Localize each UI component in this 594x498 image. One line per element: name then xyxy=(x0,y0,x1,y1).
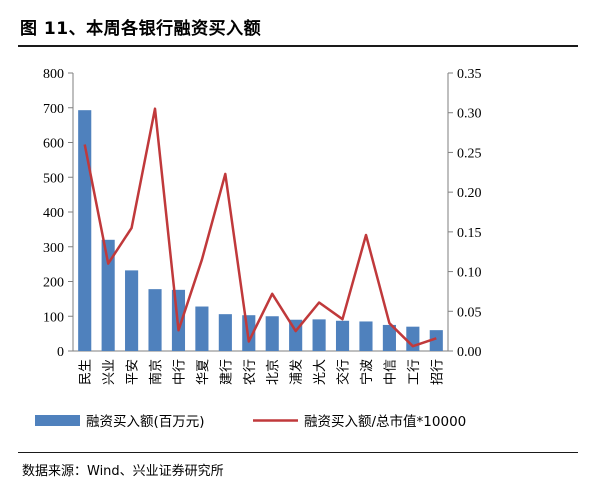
legend-bar-label: 融资买入额(百万元) xyxy=(86,414,205,430)
bar xyxy=(218,314,232,351)
left-tick-label: 700 xyxy=(43,102,64,117)
left-tick-label: 500 xyxy=(43,171,64,186)
bar xyxy=(78,110,92,352)
title-divider xyxy=(18,45,578,47)
category-label: 浦发 xyxy=(289,359,305,385)
category-label: 农行 xyxy=(243,359,258,385)
category-label: 南京 xyxy=(148,359,164,385)
category-label: 兴业 xyxy=(102,359,117,385)
left-tick-label: 600 xyxy=(43,137,64,152)
category-label: 北京 xyxy=(266,359,281,385)
category-label: 华夏 xyxy=(196,359,211,385)
category-label: 民生 xyxy=(79,359,94,385)
category-label: 交行 xyxy=(336,359,352,385)
bar xyxy=(312,319,326,351)
legend-line-label: 融资买入额/总市值*10000 xyxy=(304,413,466,430)
category-label: 平安 xyxy=(126,359,141,385)
category-label: 光大 xyxy=(313,359,328,385)
bar xyxy=(148,289,162,351)
legend: 融资买入额(百万元) 融资买入额/总市值*10000 xyxy=(35,413,466,430)
category-label: 招行 xyxy=(430,359,445,385)
left-tick-label: 800 xyxy=(43,67,64,82)
left-tick-label: 400 xyxy=(43,206,64,221)
category-label: 工行 xyxy=(407,359,422,385)
right-tick-label: 0.05 xyxy=(457,305,482,320)
right-tick-label: 0.30 xyxy=(457,107,482,122)
bar xyxy=(359,321,373,351)
right-tick-label: 0.20 xyxy=(457,186,482,201)
right-tick-label: 0.25 xyxy=(457,146,482,161)
right-tick-label: 0.15 xyxy=(457,226,482,241)
bar xyxy=(101,239,115,351)
bar xyxy=(125,270,139,351)
source-note: 数据来源：Wind、兴业证券研究所 xyxy=(22,464,224,479)
bar xyxy=(195,306,209,351)
right-tick-label: 0.00 xyxy=(457,345,482,360)
right-tick-label: 0.10 xyxy=(457,266,482,281)
legend-bar-swatch xyxy=(35,415,80,426)
category-label: 宁波 xyxy=(359,359,375,385)
left-y-axis-ticks: 0 100 200 300 400 500 600 700 800 xyxy=(43,67,73,360)
left-tick-label: 0 xyxy=(57,345,64,360)
footer-divider xyxy=(18,452,578,453)
category-label: 中行 xyxy=(172,359,187,385)
page-title: 图 11、本周各银行融资买入额 xyxy=(20,19,262,39)
left-tick-label: 300 xyxy=(43,241,64,256)
bar xyxy=(382,324,396,351)
category-label: 建行 xyxy=(219,359,234,385)
category-label: 中信 xyxy=(383,359,398,385)
category-labels: 民生 兴业 平安 南京 中行 华夏 建行 农行 北京 浦发 光大 交行 宁波 中信 工行 招行 xyxy=(79,359,446,385)
right-tick-label: 0.35 xyxy=(457,67,482,82)
bar xyxy=(335,320,350,351)
bar xyxy=(429,330,443,351)
line-series xyxy=(83,107,437,348)
left-tick-label: 200 xyxy=(43,276,64,291)
bar xyxy=(265,316,279,351)
left-tick-label: 100 xyxy=(43,310,64,325)
right-y-axis-ticks: 0.00 0.05 0.10 0.15 0.20 0.25 0.30 0.35 xyxy=(448,67,482,360)
